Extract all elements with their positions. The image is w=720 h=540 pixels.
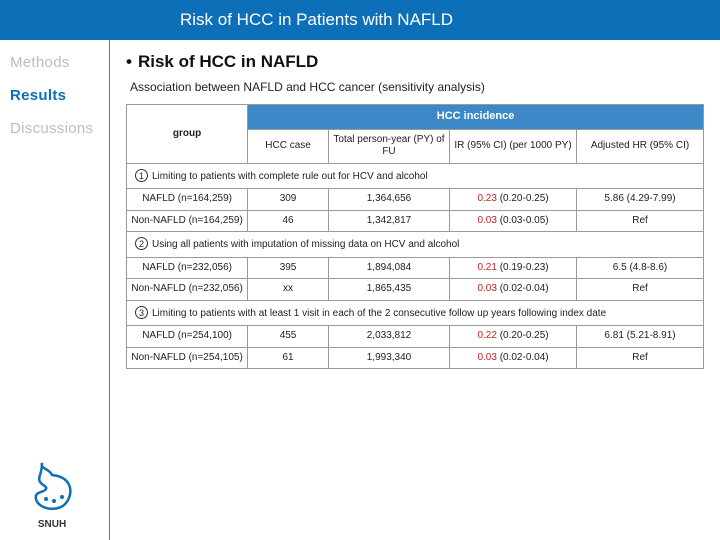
section-number: 1 bbox=[135, 169, 148, 182]
section-text: Limiting to patients with at least 1 vis… bbox=[152, 308, 606, 319]
section-text: Limiting to patients with complete rule … bbox=[152, 171, 428, 182]
heading-text: Risk of HCC in NAFLD bbox=[138, 52, 318, 71]
cell-hr: 5.86 (4.29-7.99) bbox=[577, 189, 704, 211]
cell-group: NAFLD (n=232,056) bbox=[127, 257, 248, 279]
col-hcc-case: HCC case bbox=[248, 129, 329, 163]
stomach-icon bbox=[22, 455, 82, 515]
cell-group: NAFLD (n=254,100) bbox=[127, 326, 248, 348]
cell-py: 1,993,340 bbox=[328, 347, 449, 369]
table-row: Non-NAFLD (n=254,105) 61 1,993,340 0.03 … bbox=[127, 347, 704, 369]
cell-case: xx bbox=[248, 279, 329, 301]
cell-py: 1,894,084 bbox=[328, 257, 449, 279]
cell-py: 1,364,656 bbox=[328, 189, 449, 211]
cell-py: 1,865,435 bbox=[328, 279, 449, 301]
sidebar: Methods Results Discussions SNUH bbox=[0, 40, 110, 540]
cell-group: NAFLD (n=164,259) bbox=[127, 189, 248, 211]
main-layout: Methods Results Discussions SNUH • Risk o… bbox=[0, 40, 720, 540]
cell-hr: 6.81 (5.21-8.91) bbox=[577, 326, 704, 348]
nav-results[interactable]: Results bbox=[10, 87, 103, 104]
content-area: • Risk of HCC in NAFLD Association betwee… bbox=[110, 40, 720, 540]
section-caption: 2 Using all patients with imputation of m… bbox=[127, 232, 704, 258]
page-title: Risk of HCC in Patients with NAFLD bbox=[180, 10, 453, 29]
cell-ir: 0.23 (0.20-0.25) bbox=[450, 189, 577, 211]
cell-case: 455 bbox=[248, 326, 329, 348]
logo-text: SNUH bbox=[12, 519, 92, 530]
table-row: NAFLD (n=164,259) 309 1,364,656 0.23 (0.… bbox=[127, 189, 704, 211]
bullet-icon: • bbox=[126, 52, 132, 71]
cell-case: 395 bbox=[248, 257, 329, 279]
cell-ir: 0.22 (0.20-0.25) bbox=[450, 326, 577, 348]
table-body: 1 Limiting to patients with complete rule… bbox=[127, 163, 704, 369]
col-group: group bbox=[127, 105, 248, 164]
cell-hr: Ref bbox=[577, 279, 704, 301]
table-row: NAFLD (n=232,056) 395 1,894,084 0.21 (0.… bbox=[127, 257, 704, 279]
cell-ir: 0.03 (0.02-0.04) bbox=[450, 347, 577, 369]
page-header: Risk of HCC in Patients with NAFLD bbox=[0, 0, 720, 40]
section-text: Using all patients with imputation of mi… bbox=[152, 239, 459, 250]
section-number: 2 bbox=[135, 237, 148, 250]
table-row: NAFLD (n=254,100) 455 2,033,812 0.22 (0.… bbox=[127, 326, 704, 348]
nav-methods[interactable]: Methods bbox=[10, 54, 103, 71]
cell-case: 46 bbox=[248, 210, 329, 232]
table-row: Non-NAFLD (n=164,259) 46 1,342,817 0.03 … bbox=[127, 210, 704, 232]
cell-py: 1,342,817 bbox=[328, 210, 449, 232]
cell-case: 309 bbox=[248, 189, 329, 211]
cell-group: Non-NAFLD (n=232,056) bbox=[127, 279, 248, 301]
results-table: group HCC incidence HCC case Total perso… bbox=[126, 104, 704, 369]
col-py: Total person-year (PY) of FU bbox=[328, 129, 449, 163]
cell-group: Non-NAFLD (n=164,259) bbox=[127, 210, 248, 232]
section-number: 3 bbox=[135, 306, 148, 319]
section-subheading: Association between NAFLD and HCC cancer… bbox=[126, 80, 704, 94]
cell-hr: 6.5 (4.8-8.6) bbox=[577, 257, 704, 279]
cell-ir: 0.21 (0.19-0.23) bbox=[450, 257, 577, 279]
institution-logo: SNUH bbox=[12, 455, 92, 530]
section-caption: 1 Limiting to patients with complete rule… bbox=[127, 163, 704, 189]
col-hcc-band: HCC incidence bbox=[248, 105, 704, 130]
cell-py: 2,033,812 bbox=[328, 326, 449, 348]
cell-group: Non-NAFLD (n=254,105) bbox=[127, 347, 248, 369]
cell-ir: 0.03 (0.03-0.05) bbox=[450, 210, 577, 232]
nav-discussions[interactable]: Discussions bbox=[10, 120, 103, 137]
section-heading: • Risk of HCC in NAFLD bbox=[126, 52, 704, 72]
cell-hr: Ref bbox=[577, 347, 704, 369]
cell-case: 61 bbox=[248, 347, 329, 369]
cell-hr: Ref bbox=[577, 210, 704, 232]
cell-ir: 0.03 (0.02-0.04) bbox=[450, 279, 577, 301]
section-caption: 3 Limiting to patients with at least 1 vi… bbox=[127, 300, 704, 326]
col-hr: Adjusted HR (95% CI) bbox=[577, 129, 704, 163]
table-row: Non-NAFLD (n=232,056) xx 1,865,435 0.03 … bbox=[127, 279, 704, 301]
col-ir: IR (95% CI) (per 1000 PY) bbox=[450, 129, 577, 163]
